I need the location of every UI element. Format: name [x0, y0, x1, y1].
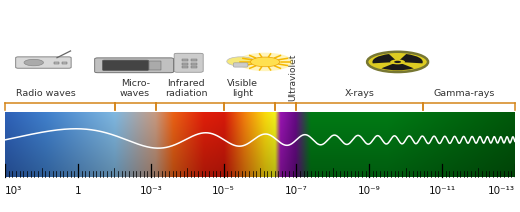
Text: Gamma-rays: Gamma-rays: [433, 89, 495, 98]
FancyBboxPatch shape: [102, 60, 149, 70]
Text: X-rays: X-rays: [344, 89, 374, 98]
Bar: [190, 66, 197, 68]
Text: Radio waves: Radio waves: [16, 89, 76, 98]
Bar: [181, 59, 188, 61]
Circle shape: [251, 57, 280, 67]
Circle shape: [24, 59, 43, 66]
Circle shape: [390, 59, 405, 64]
Bar: [190, 63, 197, 65]
Text: Ultraviolet: Ultraviolet: [289, 54, 297, 101]
Bar: [181, 63, 188, 65]
FancyBboxPatch shape: [174, 53, 203, 72]
FancyBboxPatch shape: [16, 57, 71, 68]
FancyBboxPatch shape: [233, 63, 248, 67]
Circle shape: [367, 52, 428, 72]
Text: 10⁻¹¹: 10⁻¹¹: [428, 186, 456, 196]
Bar: [62, 62, 67, 64]
Bar: [181, 66, 188, 68]
Wedge shape: [372, 54, 398, 63]
Wedge shape: [381, 62, 414, 70]
Bar: [54, 62, 59, 64]
Wedge shape: [398, 54, 423, 63]
Circle shape: [394, 61, 401, 63]
FancyBboxPatch shape: [95, 58, 174, 73]
Text: Visible
light: Visible light: [227, 79, 258, 98]
Text: 10⁻⁵: 10⁻⁵: [212, 186, 235, 196]
Text: Micro-
waves: Micro- waves: [120, 79, 150, 98]
Text: 1: 1: [75, 186, 81, 196]
Circle shape: [237, 53, 293, 71]
Circle shape: [227, 57, 254, 66]
Text: 10⁻⁷: 10⁻⁷: [285, 186, 308, 196]
Text: 10³: 10³: [5, 186, 22, 196]
Text: 10⁻¹³: 10⁻¹³: [488, 186, 515, 196]
Text: 10⁻⁹: 10⁻⁹: [358, 186, 381, 196]
Text: Infrared
radiation: Infrared radiation: [165, 79, 207, 98]
Bar: [149, 61, 161, 70]
Text: 10⁻³: 10⁻³: [139, 186, 162, 196]
Bar: [190, 59, 197, 61]
